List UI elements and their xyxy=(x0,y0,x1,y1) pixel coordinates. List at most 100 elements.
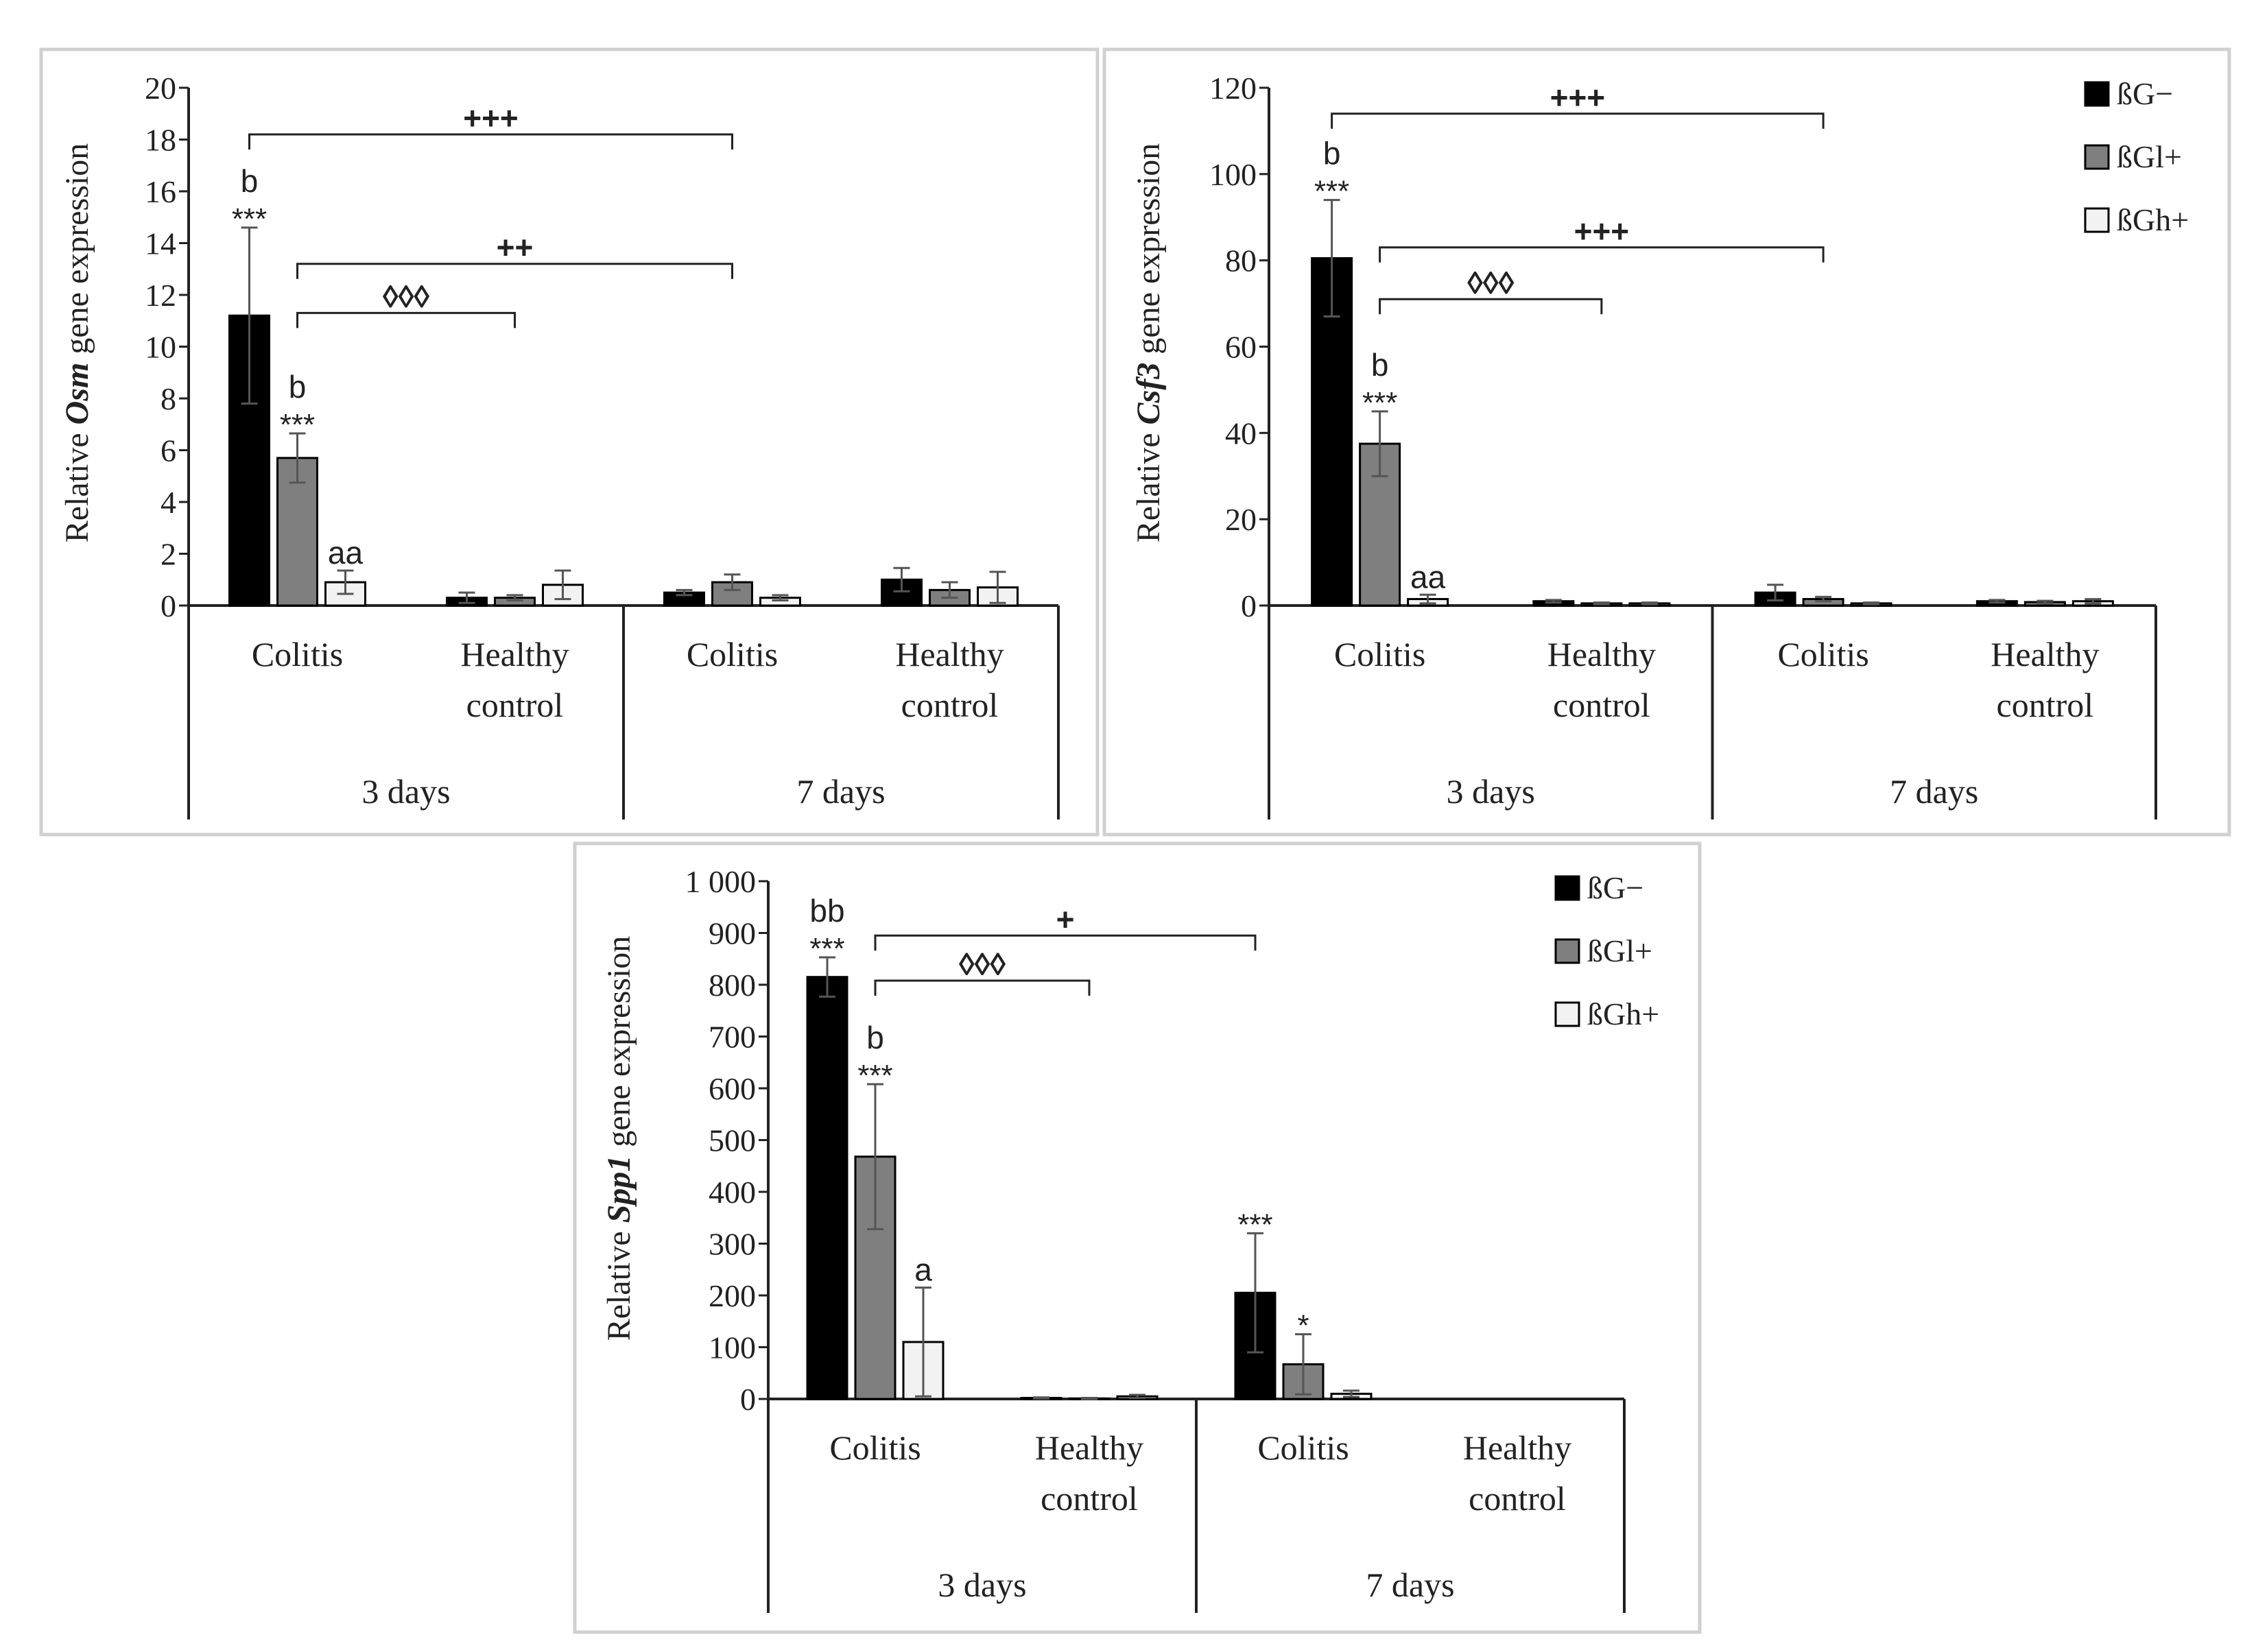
y-axis-label-prefix: Relative xyxy=(1130,424,1167,542)
y-axis-label-suffix: gene expression xyxy=(601,936,637,1156)
y-tick-label: 60 xyxy=(1225,330,1257,365)
category-label: control xyxy=(901,686,999,724)
legend-swatch xyxy=(2084,207,2110,233)
category-label: Colitis xyxy=(252,635,343,673)
legend-swatch xyxy=(2084,81,2110,107)
category-label: Colitis xyxy=(1777,635,1868,673)
significance-letter: aa xyxy=(328,535,364,571)
bracket-label: + xyxy=(1056,901,1075,937)
y-tick-label: 400 xyxy=(709,1175,756,1210)
y-axis-label-gene: Spp1 xyxy=(601,1156,637,1223)
y-tick-label: 40 xyxy=(1225,416,1257,451)
category-label: Healthy xyxy=(895,635,1004,673)
category-label: control xyxy=(1041,1479,1138,1518)
y-axis-label-prefix: Relative xyxy=(59,424,95,542)
significance-letter: b xyxy=(1371,347,1389,383)
category-label: control xyxy=(1553,686,1650,724)
comparison-bracket xyxy=(1379,298,1603,315)
group-label: 7 days xyxy=(1366,1566,1454,1604)
category-label: Colitis xyxy=(1257,1428,1349,1467)
y-tick-label: 14 xyxy=(145,226,176,261)
y-tick-label: 0 xyxy=(1241,588,1257,623)
y-tick-label: 700 xyxy=(709,1020,756,1055)
group-label: 7 days xyxy=(796,772,885,811)
comparison-bracket xyxy=(874,934,1257,951)
category-label: Colitis xyxy=(687,635,778,673)
group-label: 3 days xyxy=(361,772,450,811)
significance-stars: *** xyxy=(857,1059,892,1092)
legend-label: ßG− xyxy=(2117,76,2173,111)
y-tick-label: 300 xyxy=(709,1227,756,1262)
y-tick-label: 8 xyxy=(161,381,176,416)
y-tick-label: 500 xyxy=(709,1123,756,1158)
y-tick-label: 6 xyxy=(161,433,176,468)
panel-frame-spp1 xyxy=(573,841,1702,1634)
category-label: Healthy xyxy=(1035,1428,1143,1467)
y-tick-label: 4 xyxy=(161,485,176,520)
significance-stars: *** xyxy=(1362,386,1397,420)
y-axis-label-gene: Csf3 xyxy=(1130,363,1167,425)
category-label: Healthy xyxy=(460,635,569,673)
category-label: Healthy xyxy=(1463,1428,1571,1467)
significance-stars: *** xyxy=(1314,175,1349,208)
bracket-label: +++ xyxy=(1574,213,1630,249)
y-axis-label-suffix: gene expression xyxy=(59,143,95,363)
significance-stars: *** xyxy=(809,932,844,966)
y-tick-label: 16 xyxy=(145,174,176,209)
y-axis-label-suffix: gene expression xyxy=(1130,143,1167,363)
comparison-bracket xyxy=(874,979,1091,996)
y-axis-label: Relative Spp1 gene expression xyxy=(601,936,637,1341)
y-axis-label: Relative Csf3 gene expression xyxy=(1130,143,1167,543)
chart-csf3: 0 20 40 60 80 100 120 Relative Csf3 gene expres… xyxy=(1130,71,2189,819)
y-tick-label: 20 xyxy=(145,71,176,106)
bracket-label: ++ xyxy=(497,230,534,265)
category-label: Healthy xyxy=(1991,635,2099,673)
significance-stars: * xyxy=(1297,1309,1309,1343)
significance-letter: b xyxy=(866,1020,884,1055)
y-tick-label: 12 xyxy=(145,278,176,313)
y-tick-label: 10 xyxy=(145,330,176,365)
y-axis-label-gene: Osm xyxy=(59,363,95,425)
y-tick-label: 0 xyxy=(740,1382,756,1417)
panel-frame-osm xyxy=(39,47,1100,837)
panel-frame-csf3 xyxy=(1102,47,2231,837)
bar-ßG−-colitis xyxy=(806,976,848,1400)
y-tick-label: 800 xyxy=(709,968,756,1003)
significance-stars: *** xyxy=(280,408,315,442)
significance-letter: a xyxy=(914,1252,932,1288)
legend-label: ßGh+ xyxy=(2117,202,2189,237)
y-axis-label-prefix: Relative xyxy=(601,1223,637,1341)
y-tick-label: 1 000 xyxy=(685,864,757,899)
category-label: control xyxy=(466,686,564,724)
legend-label: ßGl+ xyxy=(2117,139,2182,174)
comparison-bracket xyxy=(1379,246,1825,263)
legend-label: ßG− xyxy=(1587,870,1643,905)
legend-swatch xyxy=(1554,875,1580,901)
bracket-label: +++ xyxy=(463,100,519,136)
significance-letter: bb xyxy=(809,893,844,929)
legend-swatch xyxy=(1554,938,1580,964)
significance-letter: b xyxy=(289,369,307,405)
chart-spp1: 0 100 200 300 400 500 600 700 800 900 1 000 Relativ… xyxy=(601,864,1659,1613)
chart-osm: 0 2 4 6 8 10 12 14 16 18 20 Relative Osm gene expre… xyxy=(59,71,1060,819)
category-label: control xyxy=(1469,1479,1566,1518)
comparison-bracket xyxy=(296,263,733,279)
category-label: Colitis xyxy=(1334,635,1425,673)
y-tick-label: 100 xyxy=(1209,157,1257,192)
comparison-bracket xyxy=(1331,112,1825,129)
bracket-label: +++ xyxy=(1550,80,1606,115)
y-tick-label: 2 xyxy=(161,537,176,572)
y-tick-label: 600 xyxy=(709,1071,756,1106)
significance-letter: b xyxy=(1323,136,1341,171)
category-label: Healthy xyxy=(1547,635,1656,673)
significance-stars: *** xyxy=(232,202,267,236)
category-label: control xyxy=(1997,686,2094,724)
y-tick-label: 0 xyxy=(161,588,176,623)
comparison-bracket xyxy=(296,311,516,328)
group-label: 7 days xyxy=(1890,772,1978,811)
bracket-label: ◊◊◊ xyxy=(383,278,429,314)
y-tick-label: 20 xyxy=(1225,502,1257,537)
y-tick-label: 200 xyxy=(709,1278,756,1313)
legend-swatch xyxy=(2084,144,2110,170)
